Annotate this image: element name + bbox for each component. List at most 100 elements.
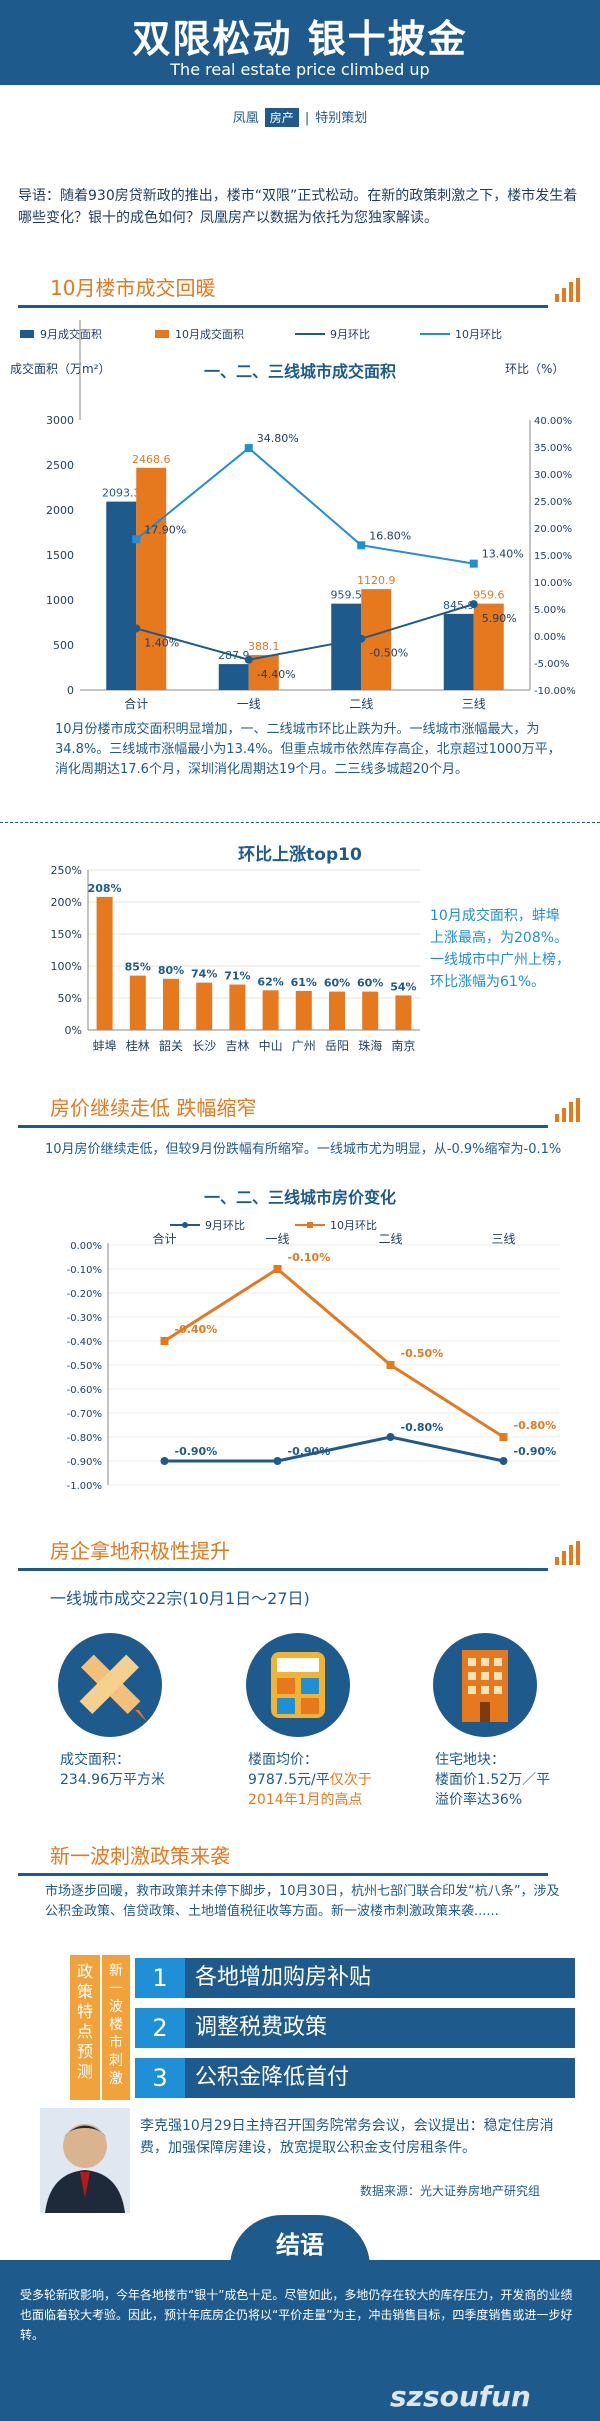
section1-paragraph: 10月份楼市成交面积明显增加，一、二线城市环比止跌为升。一线城市涨幅最大，为34… bbox=[55, 720, 565, 780]
chart3-tick: -0.20% bbox=[67, 1289, 102, 1300]
top10-bars: 208% 蚌埠 85% 桂林 80% 韶关 74% 长沙 71% 吉林 62% 中山 61% 广州 60% 岳… bbox=[88, 882, 417, 1053]
chart1-right-tick: 40.00% bbox=[534, 416, 572, 427]
top10-tick: 0% bbox=[65, 1024, 82, 1037]
chart3-tick: -0.10% bbox=[67, 1265, 102, 1276]
top10-tick: 100% bbox=[51, 960, 82, 973]
stat-area-value: 234.96万平方米 bbox=[60, 1772, 165, 1788]
top10-bar-label: 54% bbox=[390, 980, 416, 993]
chart1-right-ticks: -10.00% -5.00% 0.00% 5.00% 10.00% 15.00% 20.00… bbox=[534, 416, 576, 697]
stat-area: 成交面积： 234.96万平方米 bbox=[60, 1750, 210, 1790]
chart1-bar bbox=[106, 501, 137, 690]
portrait-photo bbox=[40, 2108, 130, 2213]
top10-category: 韶关 bbox=[159, 1038, 183, 1053]
top10-bar bbox=[196, 982, 213, 1030]
chart1-lines: 1.40% -4.40% -0.50% 5.90% 17.90% 34.80% 16.80%… bbox=[132, 432, 524, 681]
chart1-right-tick: 0.00% bbox=[534, 632, 566, 643]
section1-paragraph-a: 10月份楼市成交面积明显增加，一、二线城市环比止跌为升。一线城市涨幅最大，为34… bbox=[55, 722, 540, 757]
policy-item-3-label: 公积金降低首付 bbox=[195, 2065, 350, 2090]
chart1-point bbox=[357, 541, 366, 550]
chart1-bar bbox=[218, 664, 249, 690]
chart1-left-axis-label: 成交面积（万m²） bbox=[10, 361, 111, 376]
quote-paragraph: 李克强10月29日主持召开国务院常务会议，会议提出：稳定住房消费，加强保障房建设… bbox=[140, 2118, 554, 2156]
legend-swatch-sep-area bbox=[20, 330, 34, 338]
chart1-bar-label: 2093.3 bbox=[102, 487, 141, 500]
brand-special: 特别策划 bbox=[315, 111, 368, 126]
intro-paragraph: 导语：随着930房贷新政的推出，楼市“双限”正式松动。在新的政策刺激之下，楼市发… bbox=[18, 188, 578, 226]
top10-category: 岳阳 bbox=[325, 1039, 349, 1053]
data-source: 数据来源：光大证券房地产研究组 bbox=[360, 2184, 541, 2198]
top10-note: 10月成交面积，蚌埠上涨最高，为208%。一线城市中广州上榜，环比涨幅为61%。 bbox=[430, 908, 570, 990]
chart3-tick: -0.30% bbox=[67, 1313, 102, 1324]
chart1-point bbox=[132, 624, 141, 633]
conclusion-badge bbox=[230, 2215, 370, 2267]
top10-bar bbox=[362, 991, 379, 1030]
top10-category: 广州 bbox=[292, 1039, 316, 1053]
chart3-categories: 合计 一线 二线 三线 bbox=[152, 1231, 515, 1246]
chart3-tick: -1.00% bbox=[67, 1481, 102, 1492]
chart3-category: 二线 bbox=[378, 1232, 402, 1246]
chart1-right-tick: 5.00% bbox=[534, 605, 566, 616]
policy-side-label-b: 新一波楼市刺激 bbox=[109, 1963, 123, 2087]
chart1-point bbox=[244, 444, 253, 453]
policy-item-2: 2 调整税费政策 bbox=[135, 2008, 575, 2048]
chart1-point-label: -0.50% bbox=[369, 647, 408, 660]
section3-subtitle: 一线城市成交22宗(10月1日～27日) bbox=[50, 1589, 310, 1608]
chart1-left-tick: 0 bbox=[67, 684, 74, 697]
chart3-point bbox=[499, 1433, 508, 1441]
chart1-title: 一、二、三线城市成交面积 bbox=[204, 362, 396, 381]
brand-tag: 房产 bbox=[264, 108, 299, 127]
section1-paragraph-b: 但重点城市依然库存高企，北京超过1000万平，消化周期达17.6个月，深圳消化周… bbox=[55, 742, 561, 777]
conclusion-footer bbox=[0, 2260, 600, 2421]
price-change-chart: 一、二、三线城市房价变化 9月环比 10月环比 0.00% -0.10% -0.20… bbox=[67, 1188, 560, 1492]
chart1-right-axis-label: 环比（%） bbox=[505, 362, 564, 376]
bar-chart-icon bbox=[555, 278, 585, 302]
chart3-ticks: 0.00% -0.10% -0.20% -0.30% -0.40% -0.50% -0.60… bbox=[67, 1241, 560, 1492]
chart1-bar bbox=[361, 589, 392, 690]
top10-bar bbox=[129, 975, 146, 1030]
chart3-point bbox=[160, 1337, 169, 1345]
section3-title: 房企拿地积极性提升 bbox=[50, 1539, 230, 1563]
chart3-title: 一、二、三线城市房价变化 bbox=[204, 1188, 396, 1207]
top10-chart: 0% 50% 100% 150% 200% 250% 208% 蚌埠 85% 桂林 80% 韶关 74… bbox=[51, 864, 420, 1053]
chart1-point bbox=[132, 535, 141, 544]
policy-item-1: 1 各地增加购房补贴 bbox=[135, 1958, 575, 1998]
chart3-point bbox=[273, 1265, 282, 1273]
top10-bar bbox=[163, 978, 179, 1030]
chart3-point-label: -0.90% bbox=[288, 1445, 331, 1458]
chart3-category: 一线 bbox=[265, 1232, 289, 1246]
chart1-left-tick: 1000 bbox=[46, 594, 74, 607]
chart3-tick: -0.50% bbox=[67, 1361, 102, 1372]
page-title: 双限松动 银十披金 bbox=[132, 17, 468, 61]
policy-item-1-num: 1 bbox=[135, 1958, 185, 1998]
chart3-series-line bbox=[163, 1267, 505, 1439]
chart1-bar bbox=[136, 467, 167, 690]
chart1-left-tick: 1500 bbox=[46, 549, 74, 562]
chart1-right-tick: 10.00% bbox=[534, 578, 572, 589]
chart1-point-label: 1.40% bbox=[144, 636, 179, 649]
chart3-tick: -0.80% bbox=[67, 1433, 102, 1444]
chart1-bar-label: 1120.9 bbox=[357, 574, 396, 587]
top10-bar-label: 74% bbox=[191, 968, 217, 981]
chart1-legend: 9月成交面积 10月成交面积 9月环比 10月环比 bbox=[20, 327, 502, 341]
top10-bar bbox=[229, 984, 246, 1030]
legend-oct-price: 10月环比 bbox=[330, 1219, 377, 1232]
chart1-bar-label: 2468.6 bbox=[132, 453, 171, 466]
chart1-left-ticks: 0 500 1000 1500 2000 2500 3000 bbox=[46, 414, 74, 697]
legend-marker-oct bbox=[307, 1222, 313, 1228]
top10-bar-label: 85% bbox=[125, 961, 151, 974]
top10-category: 蚌埠 bbox=[93, 1039, 117, 1053]
chart1-categories: 合计 一线 二线 三线 bbox=[124, 696, 486, 710]
chart3-tick: -0.60% bbox=[67, 1385, 102, 1396]
top10-title: 环比上涨top10 bbox=[238, 845, 362, 865]
stat-residential-label: 住宅地块： bbox=[435, 1752, 505, 1768]
chart1-right-tick: 25.00% bbox=[534, 497, 572, 508]
policy-side-band-a bbox=[70, 1955, 100, 2100]
chart3-point-label: -0.10% bbox=[288, 1251, 331, 1264]
chart1-right-tick: 15.00% bbox=[534, 551, 572, 562]
chart1-right-tick: 35.00% bbox=[534, 443, 572, 454]
page-subtitle: The real estate price climbed up bbox=[170, 60, 430, 79]
top10-tick: 50% bbox=[58, 992, 82, 1005]
section4-divider bbox=[18, 1873, 548, 1876]
section2-title: 房价继续走低 跌幅缩窄 bbox=[50, 1096, 257, 1120]
chart1-left-tick: 500 bbox=[53, 639, 74, 652]
